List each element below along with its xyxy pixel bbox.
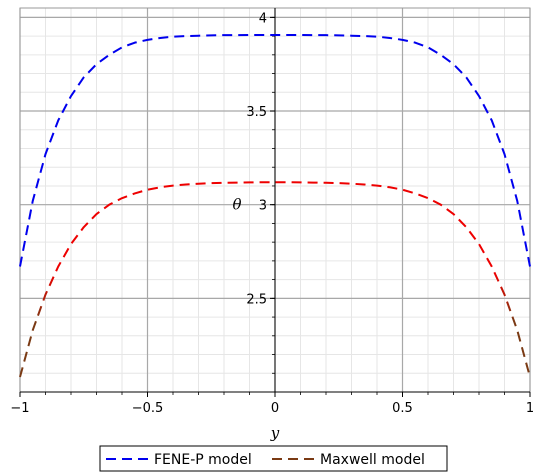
y-tick-label: 3 xyxy=(259,199,267,214)
series-layer xyxy=(19,33,531,378)
x-tick-label: 0 xyxy=(271,401,279,416)
x-tick-label: 0.5 xyxy=(392,401,413,416)
series-line-fene-p xyxy=(19,33,531,267)
series-line-maxwell xyxy=(19,181,531,378)
y-axis-ticks: 2.5 3 3.5 4 xyxy=(246,8,276,393)
x-axis-ticks: −1 −0.5 0 0.5 1 xyxy=(10,391,534,416)
x-axis-label: y xyxy=(270,424,280,442)
legend-label-maxwell: Maxwell model xyxy=(320,452,425,468)
x-tick-label: 1 xyxy=(526,401,534,416)
y-tick-label: 3.5 xyxy=(246,105,267,120)
y-axis-label: θ xyxy=(232,196,241,214)
x-tick-label: −1 xyxy=(10,401,29,416)
legend-label-fene-p: FENE-P model xyxy=(154,452,252,468)
x-tick-label: −0.5 xyxy=(132,401,164,416)
y-tick-label: 4 xyxy=(259,11,267,26)
y-tick-label: 2.5 xyxy=(246,292,267,307)
legend: FENE-P model Maxwell model xyxy=(99,445,448,472)
